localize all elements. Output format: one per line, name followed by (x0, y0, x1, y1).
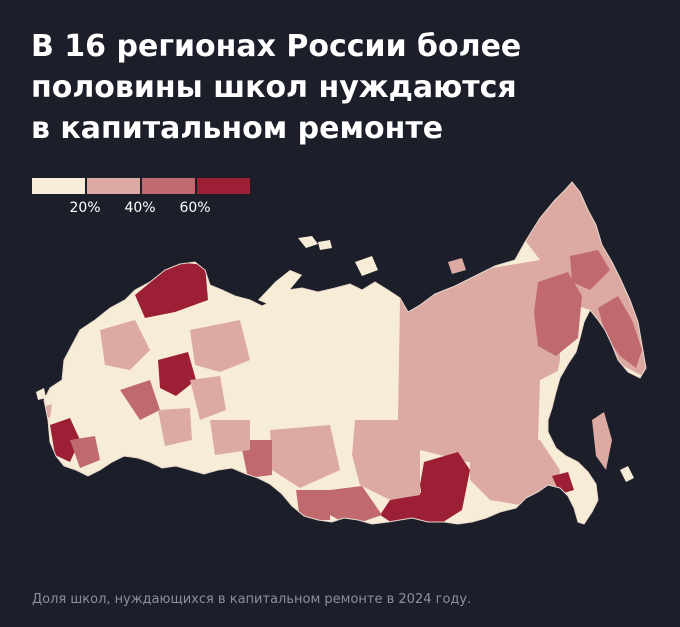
region-tyumen (210, 420, 250, 455)
region-central-1 (120, 380, 160, 420)
island-sakhalin (592, 412, 612, 470)
legend-swatch-60-plus (197, 178, 250, 194)
headline-line-3: в капитальном ремонте (31, 111, 444, 146)
headline: В 16 регионах России более половины школ… (31, 26, 651, 149)
region-novosibirsk (270, 425, 340, 488)
island-novaya-zemlya (258, 270, 302, 305)
region-yakutia (395, 260, 560, 470)
legend-tick-20: 20% (69, 200, 101, 216)
legend-swatch-0-20 (32, 178, 85, 194)
legend-tick-labels: 20% 40% 60% (32, 200, 252, 220)
region-kamchatka (598, 296, 642, 368)
headline-line-1: В 16 регионах России более (31, 29, 522, 64)
region-amur (470, 440, 560, 505)
legend-tick-40: 40% (124, 200, 156, 216)
legend-tick-60: 60% (179, 200, 211, 216)
headline-line-2: половины школ нуждаются (31, 70, 517, 105)
region-magadan (534, 272, 582, 356)
legend-swatch-40-60 (142, 178, 195, 194)
region-murmansk (135, 262, 208, 318)
region-stavropol (70, 436, 100, 468)
footnote: Доля школ, нуждающихся в капитальном рем… (32, 592, 472, 607)
region-buryatia (380, 492, 440, 524)
map-regions (44, 182, 646, 524)
legend-swatch-20-40 (87, 178, 140, 194)
color-legend: 20% 40% 60% (32, 178, 252, 220)
island-kurils (620, 466, 634, 482)
region-krasnoyarsk (300, 292, 400, 420)
russia-outline (43, 181, 647, 525)
region-komi (190, 320, 250, 372)
legend-color-bar (32, 178, 252, 194)
region-irkutsk (352, 415, 420, 500)
region-kirov (158, 352, 196, 396)
island-severnaya-zemlya (355, 256, 378, 276)
region-kaliningrad (36, 388, 46, 400)
region-altai (296, 490, 330, 520)
region-caucasus (50, 418, 80, 462)
region-jewish-ao (552, 472, 574, 494)
region-tuva (330, 486, 382, 524)
island-new-siberian (448, 258, 466, 274)
island-franz-josef-2 (318, 240, 332, 250)
island-franz-josef-1 (298, 236, 318, 248)
region-arkhangelsk-south (100, 320, 150, 370)
region-koryak (570, 250, 610, 290)
region-central-2 (158, 408, 192, 446)
region-perm (190, 376, 226, 420)
region-zabaikalsky (420, 452, 470, 524)
region-khabarovsk (538, 370, 600, 524)
